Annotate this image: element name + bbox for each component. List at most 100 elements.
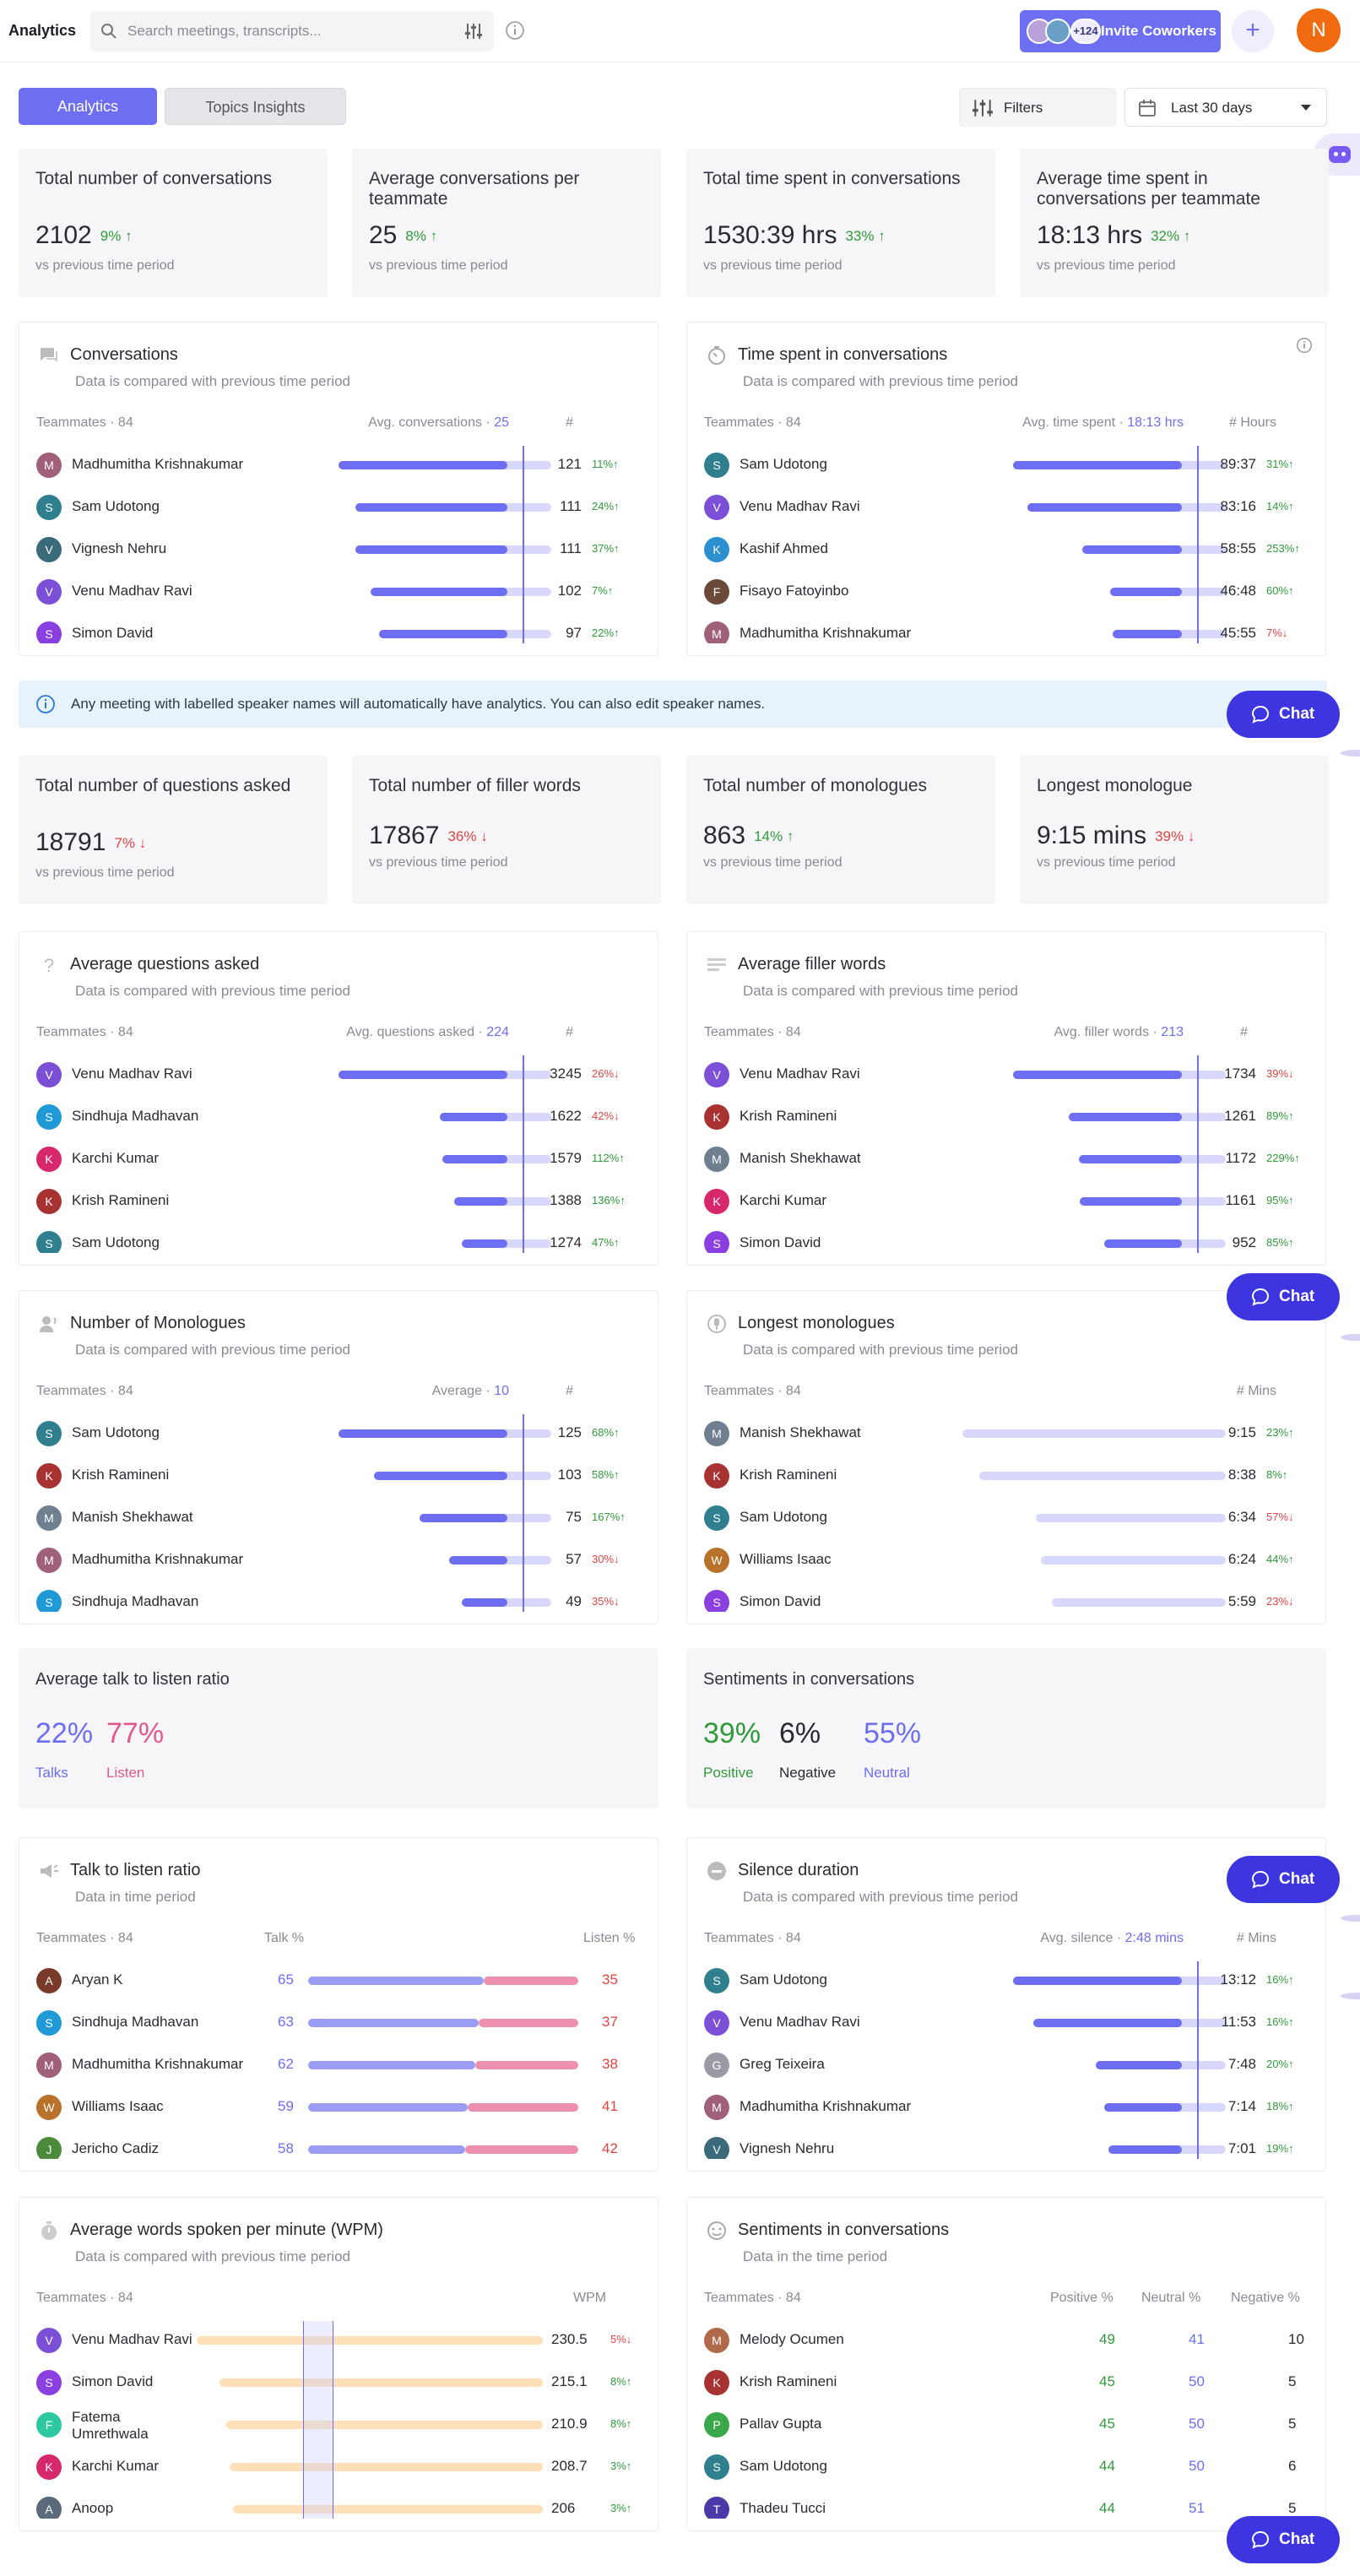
table-row[interactable]: S Sam Udotong 6:34 57%↓ (687, 1499, 1325, 1541)
stat-title: Average time spent in conversations per … (1037, 169, 1260, 209)
panel-subtitle: Data in the time period (743, 2248, 888, 2264)
search-filter-icon[interactable] (463, 21, 484, 41)
filters-button[interactable]: Filters (959, 88, 1116, 127)
chat-button[interactable]: Chat (1227, 1273, 1340, 1321)
table-row[interactable]: S Sindhuja Madhavan 63 37 (19, 2004, 658, 2046)
talk-listen-panel: Talk to listen ratio Data in time period T… (19, 1837, 658, 2172)
arrow-up-icon: ↑ (626, 2417, 632, 2430)
add-button[interactable]: + (1232, 10, 1274, 52)
table-row[interactable]: V Vignesh Nehru 7:01 19%↑ (687, 2130, 1325, 2159)
table-row[interactable]: V Venu Madhav Ravi 11:53 16%↑ (687, 2004, 1325, 2046)
stat-card: Total time spent in conversations 1530:39… (686, 149, 995, 297)
stat-title: Total time spent in conversations (703, 169, 961, 188)
table-row[interactable]: K Krish Ramineni 45 50 5 (687, 2363, 1325, 2405)
avatar: S (704, 2454, 729, 2480)
panel-subtitle: Data is compared with previous time peri… (75, 983, 350, 999)
table-row[interactable]: W Williams Isaac 59 41 (19, 2088, 658, 2130)
delta-value: 39% (1266, 1067, 1289, 1080)
bar-fill (355, 545, 507, 554)
row-delta: 39%↓ (1266, 1067, 1294, 1080)
row-value: 125 (557, 1424, 582, 1440)
table-row[interactable]: V Venu Madhav Ravi 83:16 14%↑ (687, 488, 1325, 530)
search-input[interactable] (127, 19, 448, 43)
invite-coworkers-button[interactable]: +124 Invite Coworkers (1020, 10, 1221, 52)
info-icon[interactable] (1295, 336, 1314, 359)
talk-bar (308, 1977, 484, 1985)
table-row[interactable]: S Simon David 5:59 23%↓ (687, 1583, 1325, 1612)
row-name: Venu Madhav Ravi (72, 583, 192, 599)
user-avatar[interactable]: N (1297, 8, 1341, 52)
arrow-down-icon: ↓ (1288, 1510, 1294, 1523)
table-row[interactable]: V Venu Madhav Ravi 1734 39%↓ (687, 1055, 1325, 1098)
table-row[interactable]: F Fisayo Fatoyinbo 46:48 60%↑ (687, 572, 1325, 615)
table-row[interactable]: S Sam Udotong 13:12 16%↑ (687, 1961, 1325, 2004)
table-row[interactable]: K Krish Ramineni 1388 136%↑ (19, 1182, 658, 1224)
table-row[interactable]: V Vignesh Nehru 111 37%↑ (19, 530, 658, 572)
stat-subtext: vs previous time period (703, 855, 843, 870)
row-name: Simon David (72, 2373, 154, 2389)
table-row[interactable]: G Greg Teixeira 7:48 20%↑ (687, 2046, 1325, 2088)
table-row[interactable]: M Manish Shekhawat 1172 229%↑ (687, 1140, 1325, 1182)
table-row[interactable]: M Manish Shekhawat 75 167%↑ (19, 1499, 658, 1541)
stat-delta: 14% ↑ (754, 828, 794, 844)
row-value: 6:24 (1227, 1551, 1256, 1567)
table-row[interactable]: M Manish Shekhawat 9:15 23%↑ (687, 1414, 1325, 1456)
talk-bar (308, 2103, 468, 2112)
listen-bar (479, 2019, 578, 2027)
table-row[interactable]: P Pallav Gupta 45 50 5 (687, 2405, 1325, 2448)
table-row[interactable]: S Sam Udotong 1274 47%↑ (19, 1224, 658, 1253)
table-row[interactable]: S Sam Udotong 44 50 6 (687, 2448, 1325, 2490)
table-row[interactable]: J Jericho Cadiz 58 42 (19, 2130, 658, 2159)
row-name: Madhumitha Krishnakumar (72, 2056, 244, 2072)
row-value: 1622 (550, 1108, 582, 1124)
table-row[interactable]: K Krish Ramineni 8:38 8%↑ (687, 1456, 1325, 1499)
bar-fill (1096, 2061, 1182, 2069)
row-value: 230.5 (551, 2331, 588, 2347)
table-row[interactable]: S Simon David 952 85%↑ (687, 1224, 1325, 1253)
table-row[interactable]: S Sindhuja Madhavan 49 35%↓ (19, 1583, 658, 1612)
chat-button[interactable]: Chat (1227, 1856, 1340, 1903)
info-icon[interactable] (505, 20, 525, 41)
table-row[interactable]: K Karchi Kumar 208.7 3%↑ (19, 2448, 658, 2490)
chat-button[interactable]: Chat (1227, 2516, 1340, 2563)
table-row[interactable]: S Sam Udotong 125 68%↑ (19, 1414, 658, 1456)
tab-topics-insights[interactable]: Topics Insights (165, 88, 346, 125)
table-row[interactable]: F Fatema Umrethwala 210.9 8%↑ (19, 2405, 658, 2448)
avatar: P (704, 2412, 729, 2438)
date-range-select[interactable]: Last 30 days (1124, 88, 1327, 127)
table-row[interactable]: V Venu Madhav Ravi 102 7%↑ (19, 572, 658, 615)
table-row[interactable]: V Venu Madhav Ravi 3245 26%↓ (19, 1055, 658, 1098)
table-row[interactable]: A Aryan K 65 35 (19, 1961, 658, 2004)
table-row[interactable]: T Thadeu Tucci 44 51 5 (687, 2490, 1325, 2519)
table-row[interactable]: V Venu Madhav Ravi 230.5 5%↓ (19, 2321, 658, 2363)
row-delta: 31%↑ (1266, 458, 1294, 470)
avatar: K (704, 2370, 729, 2395)
table-row[interactable]: K Krish Ramineni 103 58%↑ (19, 1456, 658, 1499)
table-row[interactable]: A Anoop Oommen 206 3%↑ (19, 2490, 658, 2519)
average-header: Avg. questions asked · 224 (346, 1025, 509, 1040)
table-row[interactable]: S Sam Udotong 89:37 31%↑ (687, 446, 1325, 488)
table-row[interactable]: M Madhumitha Krishnakumar 57 30%↓ (19, 1541, 658, 1583)
table-row[interactable]: S Sindhuja Madhavan 1622 42%↓ (19, 1098, 658, 1140)
table-row[interactable]: K Karchi Kumar 1161 95%↑ (687, 1182, 1325, 1224)
table-row[interactable]: K Karchi Kumar 1579 112%↑ (19, 1140, 658, 1182)
stat-subtext: vs previous time period (369, 258, 508, 273)
table-row[interactable]: S Simon David 97 22%↑ (19, 615, 658, 643)
table-row[interactable]: W Williams Isaac 6:24 44%↑ (687, 1541, 1325, 1583)
table-row[interactable]: S Sam Udotong 111 24%↑ (19, 488, 658, 530)
table-row[interactable]: M Madhumitha Krishnakumar 62 38 (19, 2046, 658, 2088)
table-row[interactable]: K Kashif Ahmed 58:55 253%↑ (687, 530, 1325, 572)
date-range-label: Last 30 days (1171, 100, 1253, 116)
table-row[interactable]: M Melody Ocumen 49 41 10 (687, 2321, 1325, 2363)
tab-analytics[interactable]: Analytics (19, 88, 157, 125)
table-row[interactable]: K Krish Ramineni 1261 89%↑ (687, 1098, 1325, 1140)
row-delta: 11%↑ (592, 458, 619, 470)
table-row[interactable]: M Madhumitha Krishnakumar 7:14 18%↑ (687, 2088, 1325, 2130)
search-box[interactable] (90, 11, 494, 52)
table-row[interactable]: M Madhumitha Krishnakumar 121 11%↑ (19, 446, 658, 488)
chat-button[interactable]: Chat (1227, 691, 1340, 738)
delta-value: 31% (1266, 458, 1289, 470)
arrow-down-icon: ↓ (1281, 626, 1288, 639)
table-row[interactable]: M Madhumitha Krishnakumar 45:55 7%↓ (687, 615, 1325, 643)
table-row[interactable]: S Simon David 215.1 8%↑ (19, 2363, 658, 2405)
